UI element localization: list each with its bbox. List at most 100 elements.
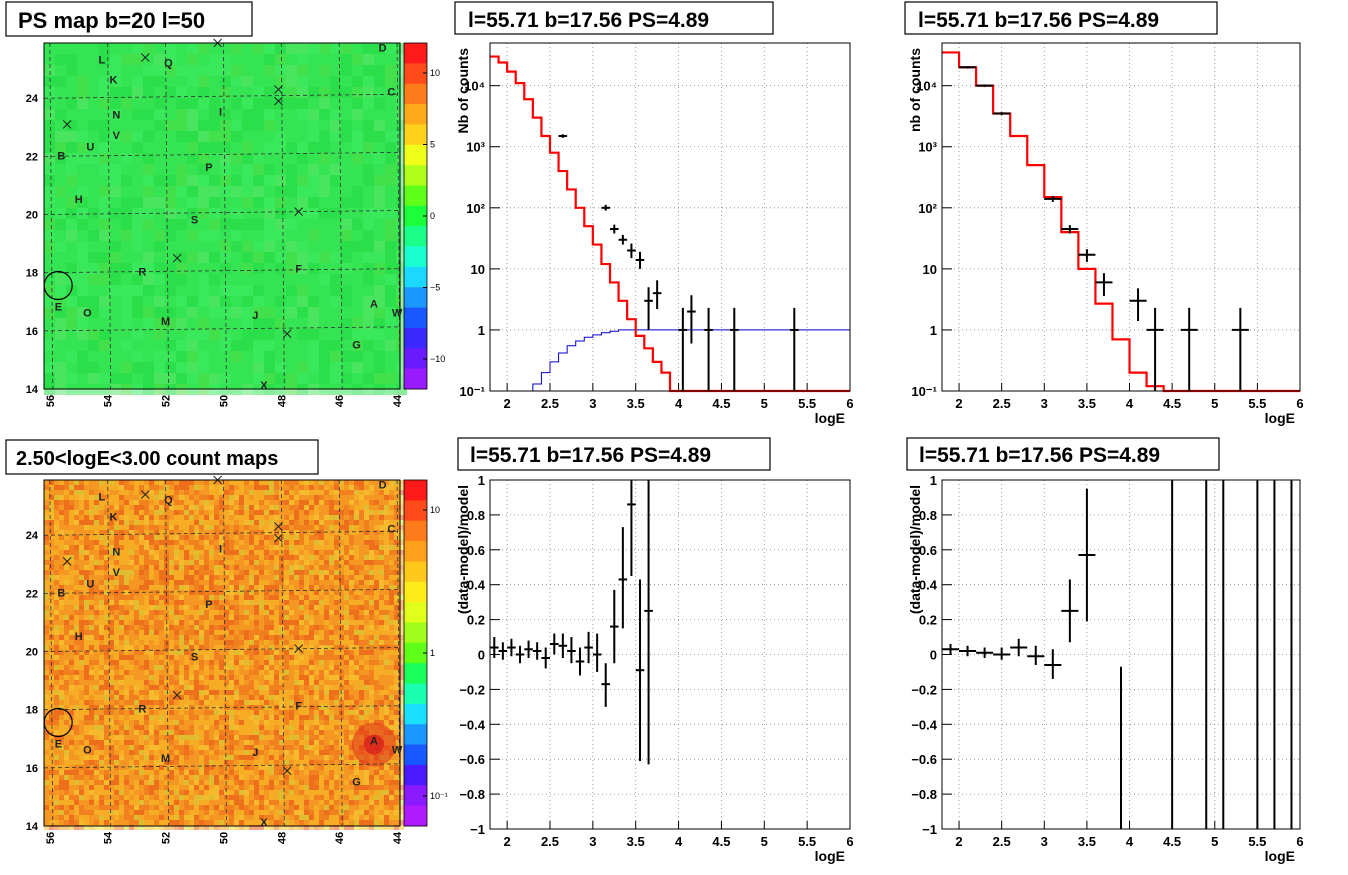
map-pixel [279,590,284,595]
map-pixel [139,680,144,685]
map-pixel [279,765,284,770]
map-pixel [254,625,259,630]
map-pixel [299,485,304,490]
map-pixel [264,585,269,590]
map-pixel [129,780,134,785]
map-pixel [352,54,363,65]
map-pixel [79,655,84,660]
map-pixel [79,540,84,545]
map-pixel [304,525,309,530]
map-pixel [284,640,289,645]
map-pixel [279,620,284,625]
map-pixel [304,610,309,615]
map-pixel [234,505,239,510]
map-pixel [139,775,144,780]
map-pixel [363,109,374,120]
map-pixel [234,735,239,740]
map-pixel [69,680,74,685]
map-pixel [229,795,234,800]
map-pixel [304,620,309,625]
map-pixel [242,285,253,296]
map-pixel [274,690,279,695]
map-pixel [114,540,119,545]
map-pixel [214,645,219,650]
map-pixel [330,241,341,252]
map-pixel [279,795,284,800]
map-pixel [99,285,110,296]
map-pixel [64,730,69,735]
map-pixel [184,755,189,760]
map-pixel [279,585,284,590]
map-pixel [219,785,224,790]
map-pixel [179,645,184,650]
map-pixel [165,318,176,329]
map-pixel [274,515,279,520]
map-pixel [109,575,114,580]
map-pixel [294,795,299,800]
map-pixel [84,510,89,515]
map-pixel [143,65,154,76]
map-pixel [264,640,269,645]
map-pixel [279,560,284,565]
map-pixel [121,208,132,219]
map-pixel [308,263,319,274]
map-pixel [114,555,119,560]
map-pixel [314,790,319,795]
map-pixel [154,755,159,760]
map-pixel [132,120,143,131]
map-pixel [204,520,209,525]
map-pixel [224,565,229,570]
map-pixel [297,340,308,351]
map-pixel [159,720,164,725]
map-pixel [187,230,198,241]
map-pixel [88,230,99,241]
map-pixel [88,43,99,54]
map-pixel [104,750,109,755]
map-pixel [134,515,139,520]
map-pixel [174,525,179,530]
map-pixel [209,680,214,685]
map-pixel [69,505,74,510]
map-pixel [164,535,169,540]
map-pixel [119,815,124,820]
map-pixel [194,710,199,715]
map-pixel [104,695,109,700]
map-pixel [279,665,284,670]
map-pixel [299,545,304,550]
map-pixel [274,510,279,515]
map-pixel [264,175,275,186]
map-pixel [204,570,209,575]
map-pixel [174,695,179,700]
map-pixel [275,120,286,131]
map-pixel [189,710,194,715]
map-pixel [309,570,314,575]
map-pixel [209,600,214,605]
map-pixel [249,510,254,515]
map-pixel [239,790,244,795]
map-pixel [269,480,274,485]
map-pixel [55,120,66,131]
map-pixel [214,785,219,790]
map-pixel [385,131,396,142]
map-pixel [184,825,189,830]
map-pixel [374,329,385,340]
map-pixel [124,560,129,565]
map-pixel [174,690,179,695]
map-pixel [249,570,254,575]
map-pixel [309,640,314,645]
map-pixel [104,570,109,575]
map-pixel [194,590,199,595]
map-pixel [204,770,209,775]
map-pixel [284,785,289,790]
map-pixel [129,810,134,815]
map-pixel [224,765,229,770]
map-pixel [114,735,119,740]
map-pixel [308,153,319,164]
map-pixel [214,640,219,645]
map-pixel [294,545,299,550]
map-pixel [99,252,110,263]
map-pixel [209,241,220,252]
map-pixel [59,810,64,815]
map-pixel [143,43,154,54]
map-pixel [89,560,94,565]
